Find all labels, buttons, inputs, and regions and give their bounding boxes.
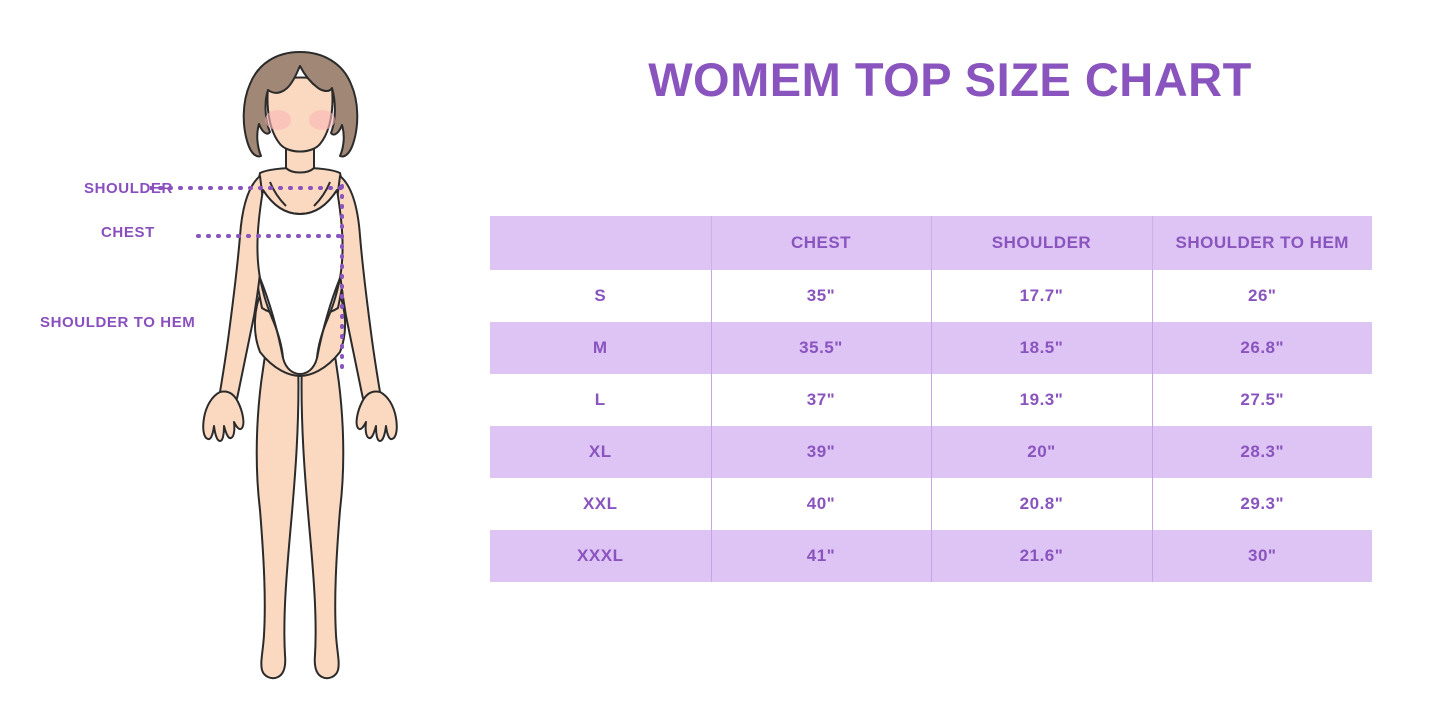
measure-label-chest: CHEST [101, 224, 155, 241]
garment-leg-opening-right [316, 277, 341, 359]
cell-shoulder: 19.3" [930, 374, 1152, 426]
cell-size: XL [490, 426, 711, 478]
cell-shoulder-to-hem: 28.3" [1151, 426, 1372, 478]
cell-chest: 41" [710, 530, 931, 582]
cell-shoulder: 18.5" [930, 322, 1152, 374]
cell-size: XXL [490, 478, 711, 530]
size-chart-table-container: CHEST SHOULDER SHOULDER TO HEM S 35" 17.… [490, 216, 1372, 582]
cell-size: L [490, 374, 711, 426]
hand-left [202, 390, 245, 442]
page-title: WOMEM TOP SIZE CHART [648, 53, 1252, 106]
cell-shoulder: 21.6" [930, 530, 1152, 582]
measure-label-shoulder-to-hem: SHOULDER TO HEM [40, 314, 196, 331]
cell-shoulder: 20.8" [930, 478, 1152, 530]
leg-left [255, 339, 300, 680]
table-row: L 37" 19.3" 27.5" [490, 374, 1372, 426]
hand-right [355, 390, 398, 442]
cell-chest: 40" [710, 478, 931, 530]
cell-shoulder-to-hem: 30" [1151, 530, 1372, 582]
table-row: XL 39" 20" 28.3" [490, 426, 1372, 478]
measure-label-shoulder: SHOULDER [84, 180, 173, 197]
cell-size: M [490, 322, 711, 374]
size-chart-table: CHEST SHOULDER SHOULDER TO HEM S 35" 17.… [490, 216, 1372, 582]
cell-shoulder-to-hem: 27.5" [1151, 374, 1372, 426]
cell-shoulder-to-hem: 29.3" [1151, 478, 1372, 530]
blush-left [265, 110, 291, 130]
cell-chest: 37" [710, 374, 931, 426]
cell-chest: 35" [710, 270, 931, 322]
illustration-panel: SHOULDER CHEST SHOULDER TO HEM [0, 0, 470, 723]
cell-shoulder-to-hem: 26" [1151, 270, 1372, 322]
arm-left [218, 175, 265, 411]
cell-chest: 35.5" [710, 322, 931, 374]
column-header-shoulder-to-hem: SHOULDER TO HEM [1151, 216, 1372, 270]
cell-size: XXXL [490, 530, 711, 582]
column-header-shoulder: SHOULDER [930, 216, 1152, 270]
cell-size: S [490, 270, 711, 322]
hair [242, 51, 359, 158]
cell-chest: 39" [710, 426, 931, 478]
column-header-size [490, 216, 711, 270]
cell-shoulder-to-hem: 26.8" [1151, 322, 1372, 374]
table-row: XXXL 41" 21.6" 30" [490, 530, 1372, 582]
arm-right [335, 175, 382, 411]
garment-strap-right [313, 181, 331, 207]
garment-leg-opening-left [259, 277, 284, 359]
garment-neckline [262, 189, 338, 215]
column-header-chest: CHEST [710, 216, 931, 270]
table-row: M 35.5" 18.5" 26.8" [490, 322, 1372, 374]
garment-strap-left [269, 181, 287, 207]
cell-shoulder: 17.7" [930, 270, 1152, 322]
leg-right [300, 339, 345, 680]
cell-shoulder: 20" [930, 426, 1152, 478]
table-row: XXL 40" 20.8" 29.3" [490, 478, 1372, 530]
table-row: S 35" 17.7" 26" [490, 270, 1372, 322]
table-header-row: CHEST SHOULDER SHOULDER TO HEM [490, 216, 1372, 270]
female-body-figure-icon [150, 51, 398, 680]
blush-right [309, 110, 335, 130]
